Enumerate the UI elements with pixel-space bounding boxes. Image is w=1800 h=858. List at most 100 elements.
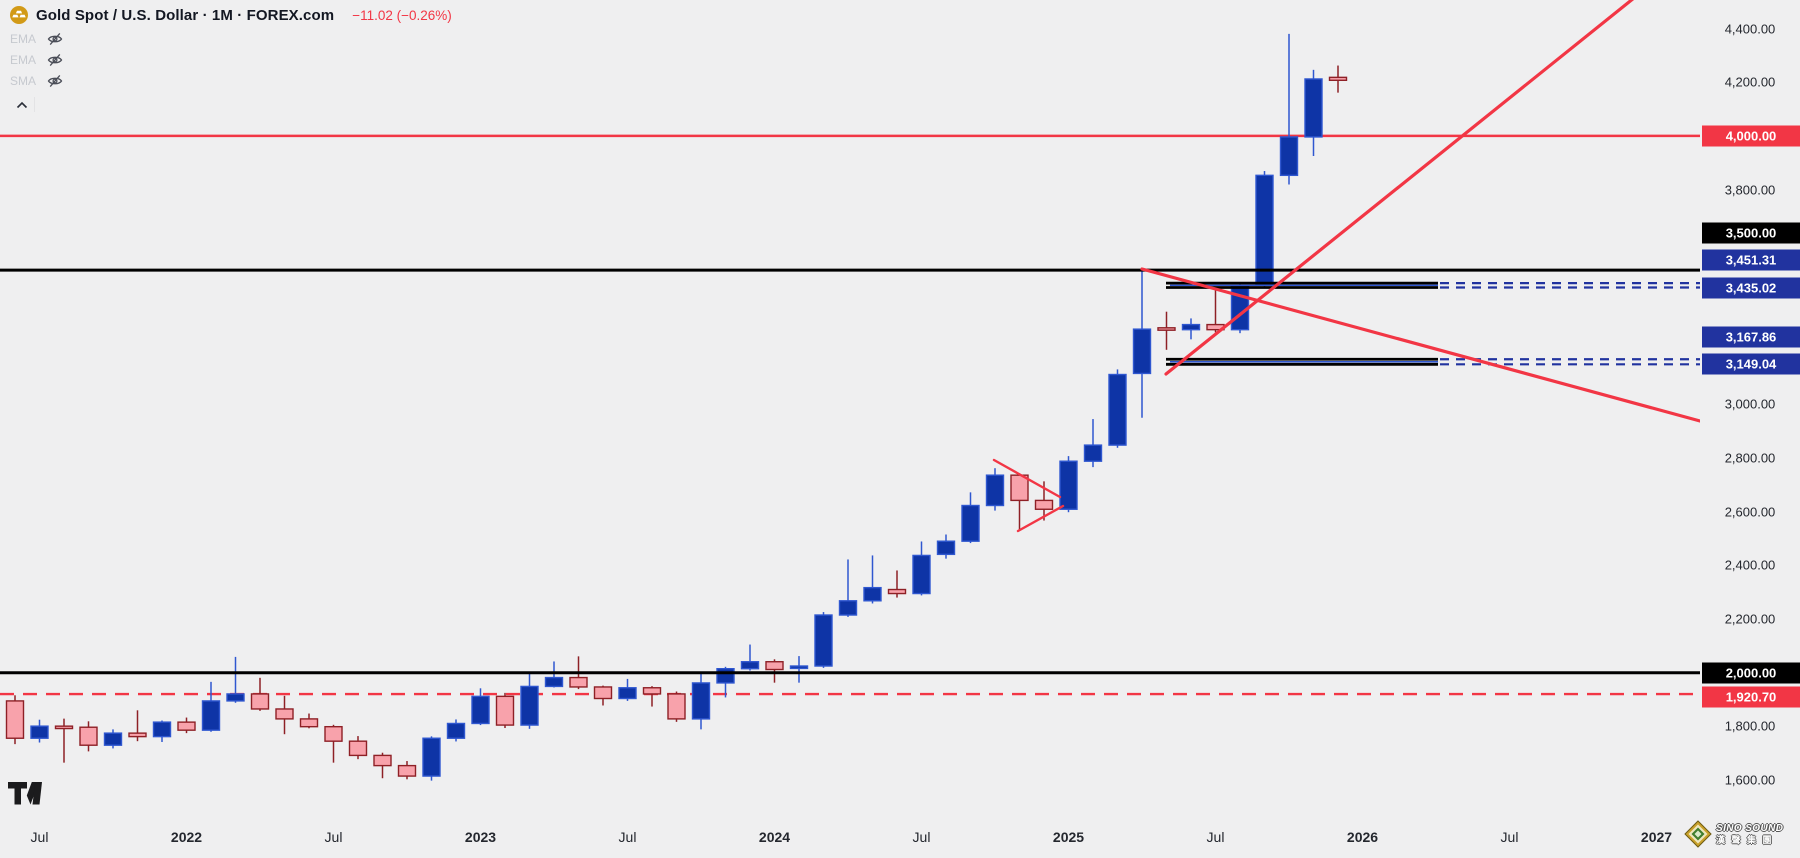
indicator-row-ema1[interactable]: EMA [10, 32, 452, 46]
indicator-label[interactable]: SMA [10, 74, 37, 88]
eye-off-icon[interactable] [47, 74, 63, 88]
price-axis-label: 3,000.00 [1724, 396, 1776, 412]
symbol-row[interactable]: Gold Spot / U.S. Dollar · 1M · FOREX.com… [10, 5, 452, 25]
candle-body [765, 661, 784, 671]
price-axis-label: 2,800.00 [1724, 450, 1776, 466]
candle-body [912, 554, 931, 595]
price-axis-badge: 3,149.04 [1702, 353, 1800, 375]
price-axis-label: 4,400.00 [1724, 21, 1776, 36]
candle-body [740, 661, 760, 670]
price-axis-label: 3,800.00 [1724, 182, 1776, 197]
price-axis-badge: 2,000.00 [1702, 662, 1800, 684]
price-axis-badge: 1,920.70 [1702, 686, 1800, 708]
candle-body [1157, 327, 1176, 331]
candle-body [397, 764, 417, 777]
candle-body [201, 700, 221, 731]
candle-body [226, 693, 245, 702]
candle-body [495, 695, 515, 726]
pennant-upper-line [992, 458, 1062, 499]
candle-body [789, 665, 809, 670]
candle-body [5, 700, 25, 739]
candle-body [985, 474, 1005, 507]
eye-off-icon[interactable] [47, 53, 63, 67]
indicator-row-ema2[interactable]: EMA [10, 53, 452, 67]
candle-body [299, 718, 319, 728]
candle-body [54, 725, 74, 730]
collapse-legend-button[interactable] [10, 97, 35, 112]
time-axis-label: Jul [1500, 829, 1519, 845]
watermark-cjk-text: 漢 聲 集 團 [1716, 834, 1774, 845]
candle-body [250, 693, 270, 710]
watermark-brand-text: SINO SOUND [1716, 822, 1784, 834]
tradingview-logo[interactable] [8, 782, 42, 810]
eye-off-icon[interactable] [47, 32, 63, 46]
candle-body [838, 600, 858, 616]
time-axis-label: Jul [1206, 829, 1225, 845]
candle-body [152, 721, 172, 738]
candle-body [348, 740, 368, 757]
candle-body [569, 676, 588, 688]
candle-body [936, 540, 956, 556]
candle-body [544, 676, 564, 688]
candle-body [471, 695, 490, 725]
time-axis-label: 2023 [464, 829, 497, 845]
candle-body [1279, 136, 1299, 177]
indicator-label[interactable]: EMA [10, 53, 37, 67]
time-axis-label: 2024 [758, 829, 791, 845]
time-axis-label: 2025 [1052, 829, 1085, 845]
time-axis-label: Jul [618, 829, 637, 845]
candle-body [128, 732, 147, 738]
candle-body [1059, 460, 1078, 510]
price-axis-label: 2,200.00 [1724, 611, 1776, 627]
price-axis[interactable]: 4,400.00 4,200.00 4,000.00 3,800.00 3,500.00… [1700, 0, 1800, 858]
chevron-up-icon [16, 101, 28, 109]
candle-body [1181, 323, 1201, 331]
candle-body [446, 722, 466, 739]
time-axis[interactable]: Jul 2022 Jul 2023 Jul 2024 Jul 2025 Jul 2026 Jul 20… [0, 820, 1700, 858]
time-axis-label: Jul [324, 829, 343, 845]
candle-body [593, 686, 613, 700]
price-axis-badge: 3,435.02 [1702, 277, 1800, 298]
time-axis-label: Jul [30, 829, 49, 845]
candle-body [103, 732, 123, 746]
candle-body [716, 668, 735, 684]
candle-body [373, 754, 392, 767]
candle-body [863, 586, 882, 602]
candle-body [1328, 76, 1348, 82]
candle-body [1304, 78, 1323, 138]
time-axis-label: 2027 [1640, 829, 1673, 845]
candle-body [324, 725, 343, 742]
price-axis-badge: 3,500.00 [1702, 222, 1800, 244]
price-axis-label: 1,600.00 [1724, 772, 1776, 788]
time-axis-label: Jul [912, 829, 931, 845]
candle-body [618, 687, 637, 700]
candle-body [1108, 373, 1127, 446]
candle-body [1255, 174, 1274, 286]
indicator-row-sma[interactable]: SMA [10, 74, 452, 88]
price-axis-badge: 3,451.31 [1702, 249, 1800, 271]
candle-body [79, 726, 98, 746]
chart-legend: Gold Spot / U.S. Dollar · 1M · FOREX.com… [10, 5, 452, 112]
candle-body [961, 504, 980, 542]
candle-body [275, 708, 294, 720]
price-change: −11.02 (−0.26%) [352, 7, 452, 23]
candle-body [814, 614, 833, 667]
descending-trendline [1140, 267, 1700, 423]
price-axis-label: 1,800.00 [1724, 718, 1776, 734]
time-axis-label: 2022 [170, 829, 203, 845]
candle-body [691, 682, 711, 720]
sino-sound-diamond-icon [1684, 820, 1712, 848]
chart-pane[interactable] [0, 0, 1700, 858]
candle-body [422, 737, 441, 777]
candle-body [30, 725, 49, 739]
gold-coin-icon [10, 6, 28, 24]
pennant-lower-line [1016, 504, 1065, 533]
candle-body [177, 721, 196, 731]
sino-sound-watermark: SINO SOUND 漢 聲 集 團 [1684, 820, 1783, 848]
indicator-label[interactable]: EMA [10, 32, 37, 46]
price-axis-label: 2,400.00 [1724, 557, 1776, 573]
ascending-trendline [1164, 0, 1635, 376]
price-axis-badge: 4,000.00 [1702, 125, 1800, 147]
symbol-title[interactable]: Gold Spot / U.S. Dollar · 1M · FOREX.com [36, 6, 335, 24]
